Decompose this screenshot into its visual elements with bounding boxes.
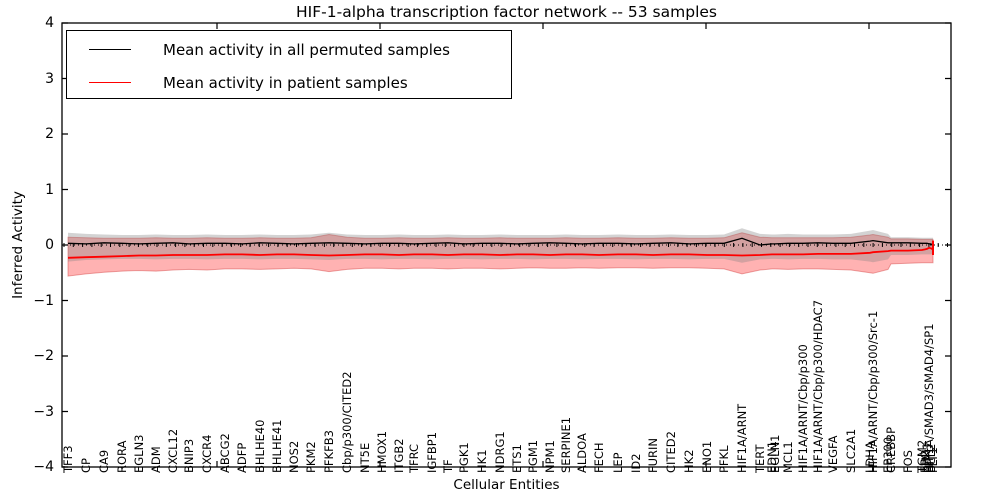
permuted-mean-line bbox=[67, 237, 934, 247]
y-tick-label: −4 bbox=[33, 459, 54, 475]
y-tick-label: −1 bbox=[33, 292, 54, 309]
entity-label: TFF3 bbox=[61, 445, 75, 473]
y-tick-label: −2 bbox=[33, 348, 54, 364]
legend-item: Mean activity in patient samples bbox=[67, 68, 511, 97]
entity-label: IGFBP1 bbox=[425, 431, 439, 473]
legend-label: Mean activity in all permuted samples bbox=[163, 40, 450, 59]
entity-label: Cbp/p300/CITED2 bbox=[340, 371, 354, 473]
legend-label: Mean activity in patient samples bbox=[163, 73, 408, 92]
entity-label: EGLN3 bbox=[132, 434, 146, 473]
x-axis-label: Cellular Entities bbox=[453, 477, 560, 493]
entity-label: NOS2 bbox=[287, 440, 301, 473]
entity-label: ETS1 bbox=[510, 444, 524, 473]
entity-label: CXCR4 bbox=[200, 434, 214, 473]
y-tick-label: 1 bbox=[45, 181, 54, 198]
y-tick-label: 0 bbox=[45, 237, 54, 253]
entity-label: HK2 bbox=[682, 449, 696, 473]
entity-label: CREBBP bbox=[884, 427, 898, 473]
entity-label: HIF1A/ARNT/Cbp/p300/Src-1 bbox=[866, 310, 880, 473]
entity-label: ADM bbox=[149, 446, 163, 473]
entity-label: CXCL12 bbox=[166, 428, 180, 473]
entity-label: CP bbox=[79, 458, 93, 473]
axis-tick-marks bbox=[62, 22, 951, 468]
entity-label: NPM1 bbox=[543, 440, 557, 473]
entity-label: ENO1 bbox=[700, 440, 714, 473]
permuted-confidence-band bbox=[68, 228, 933, 263]
legend: Mean activity in all permuted samples Mea… bbox=[66, 30, 512, 99]
entity-label: ALDOA bbox=[575, 433, 589, 473]
entity-label: FLT1 bbox=[926, 447, 940, 473]
entity-label: HMOX1 bbox=[375, 430, 389, 473]
chart-title: HIF-1-alpha transcription factor network… bbox=[296, 3, 717, 21]
entity-label: ITGB2 bbox=[392, 438, 406, 473]
legend-line-sample bbox=[89, 49, 131, 50]
entity-label: LEP bbox=[611, 452, 625, 473]
entity-label: ABCG2 bbox=[218, 433, 232, 473]
entity-label: SERPINE1 bbox=[559, 416, 573, 473]
entity-label: CITED2 bbox=[664, 431, 678, 473]
legend-rows: Mean activity in all permuted samples Mea… bbox=[67, 35, 511, 97]
y-tick-label: 3 bbox=[45, 70, 54, 87]
entity-label: ID2 bbox=[629, 453, 643, 473]
entity-label: HIF1A/ARNT/Cbp/p300 bbox=[796, 344, 810, 473]
entity-label: NDRG1 bbox=[493, 431, 507, 473]
entity-label: CA9 bbox=[97, 449, 111, 473]
entity-label: HIF1A/ARNT bbox=[735, 403, 749, 473]
entity-label: HK1 bbox=[475, 449, 489, 473]
entity-label: BHLHE40 bbox=[253, 419, 267, 474]
entity-label: BHLHE41 bbox=[270, 419, 284, 474]
legend-line-sample bbox=[89, 82, 131, 83]
entity-label: PFKFB3 bbox=[322, 430, 336, 473]
entity-label: MCL1 bbox=[781, 441, 795, 473]
entity-label: FURIN bbox=[646, 437, 660, 473]
entity-label: TFRC bbox=[407, 443, 421, 473]
entity-label: TF bbox=[441, 459, 455, 473]
y-tick-label: 2 bbox=[45, 126, 54, 142]
entity-label: FECH bbox=[592, 442, 606, 473]
entity-label: ADFP bbox=[235, 442, 249, 473]
legend-item: Mean activity in all permuted samples bbox=[67, 35, 511, 64]
entity-label: VEGFA bbox=[826, 435, 840, 473]
entity-label: EGLN1 bbox=[768, 434, 782, 473]
entity-label: HIF1A/ARNT/Cbp/p300/HDAC7 bbox=[811, 299, 825, 473]
entity-label: PFKL bbox=[717, 445, 731, 474]
patient-mean-line bbox=[67, 246, 934, 259]
entity-label: NT5E bbox=[358, 442, 372, 473]
entity-label: BNIP3 bbox=[182, 438, 196, 473]
y-tick-label: 4 bbox=[45, 15, 54, 31]
entity-label: FOS bbox=[901, 450, 915, 473]
entity-label: PGK1 bbox=[457, 442, 471, 473]
entity-label: RORA bbox=[115, 440, 129, 473]
y-tick-label: −3 bbox=[33, 403, 54, 420]
entity-label: SLC2A1 bbox=[844, 428, 858, 473]
entity-label: PKM2 bbox=[304, 441, 318, 473]
entity-label: PGM1 bbox=[526, 439, 540, 473]
